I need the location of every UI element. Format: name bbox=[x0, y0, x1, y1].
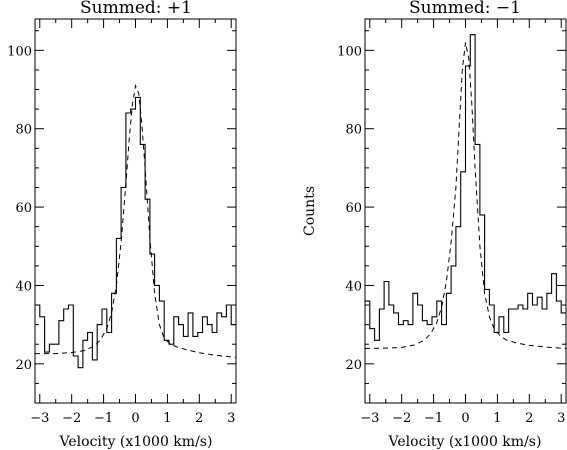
histogram-series bbox=[365, 34, 566, 341]
model-fit-dashed-line bbox=[364, 42, 567, 349]
y-tick-label: 80 bbox=[345, 123, 362, 138]
histogram-series bbox=[35, 96, 236, 369]
x-tick-label: 3 bbox=[557, 411, 565, 426]
x-axis-label: Velocity (x1000 km/s) bbox=[388, 434, 542, 450]
x-tick-label: 1 bbox=[493, 411, 501, 426]
x-tick-label: 1 bbox=[163, 411, 171, 426]
y-tick-label: 60 bbox=[15, 201, 32, 216]
x-tick-label: 0 bbox=[461, 411, 469, 426]
x-tick-label: 2 bbox=[525, 411, 533, 426]
y-tick-label: 20 bbox=[15, 358, 32, 373]
x-tick-label: 0 bbox=[131, 411, 139, 426]
y-tick-label: 100 bbox=[337, 44, 362, 59]
x-tick-label: −3 bbox=[30, 411, 49, 426]
x-tick-label: −3 bbox=[360, 411, 379, 426]
plot-frame bbox=[34, 18, 237, 404]
x-tick-label: −2 bbox=[62, 411, 81, 426]
y-axis-label: Counts bbox=[302, 186, 318, 236]
y-tick-label: 80 bbox=[15, 123, 32, 138]
y-tick-label: 20 bbox=[345, 358, 362, 373]
y-tick-label: 60 bbox=[345, 201, 362, 216]
y-tick-label: 40 bbox=[345, 279, 362, 294]
x-tick-label: −1 bbox=[424, 411, 443, 426]
panel-summed-minus-1: Summed: −1 −3 −2 −1 0 1 2 3 20 40 60 80 100 Velocit… bbox=[302, 0, 567, 450]
x-axis-label: Velocity (x1000 km/s) bbox=[59, 434, 213, 450]
panel-summed-plus-1: Summed: +1 −3 −2 −1 0 1 2 3 20 40 60 80 100 Velocit… bbox=[7, 0, 237, 450]
y-tick-label: 100 bbox=[7, 44, 32, 59]
model-fit-dashed-line bbox=[35, 83, 237, 358]
x-tick-label: 2 bbox=[195, 411, 203, 426]
chart-title: Summed: +1 bbox=[80, 0, 192, 18]
chart-title: Summed: −1 bbox=[409, 0, 521, 18]
y-tick-label: 40 bbox=[15, 279, 32, 294]
x-tick-label: 3 bbox=[227, 411, 235, 426]
x-tick-label: −2 bbox=[392, 411, 411, 426]
x-tick-label: −1 bbox=[94, 411, 113, 426]
